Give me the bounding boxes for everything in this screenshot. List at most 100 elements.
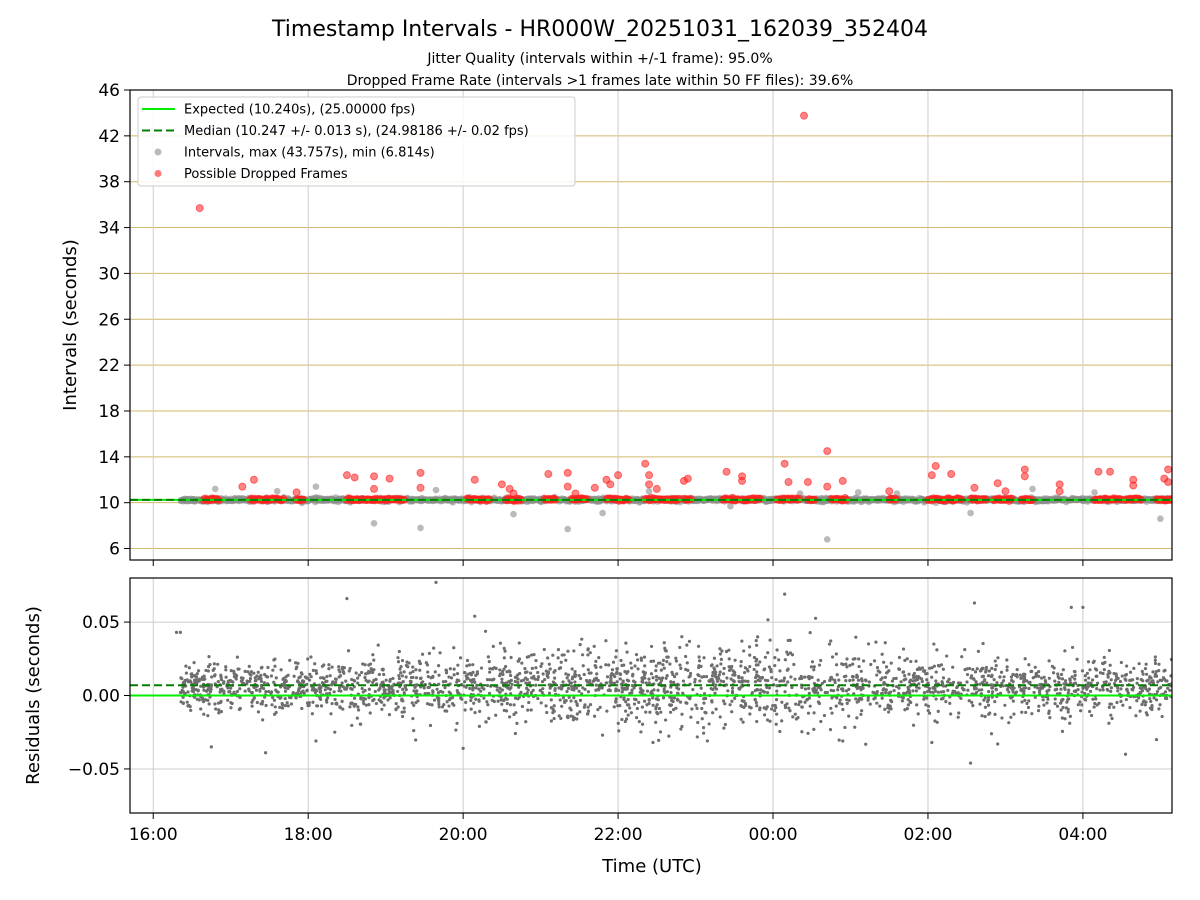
residual-point [718,647,722,651]
residual-point [243,689,247,693]
residual-point [767,665,772,669]
residual-point [272,698,277,702]
residual-point [848,663,852,667]
residual-point [482,696,486,700]
residual-point [499,698,503,702]
residual-point [684,667,688,672]
residual-point [1102,655,1106,659]
residual-point [659,678,664,683]
residual-point [582,705,586,709]
residual-point [529,653,534,657]
residual-point [411,716,415,721]
residual-point [361,699,365,703]
residual-point [1005,665,1009,669]
residual-point [619,658,623,663]
residual-point [349,686,353,691]
residual-point [841,707,845,712]
residual-point [372,668,376,672]
residual-point [433,670,437,674]
residual-point [202,688,206,692]
residual-point [299,671,303,675]
residual-point [427,651,431,655]
residual-point [471,670,475,674]
residual-point [261,718,265,722]
residual-point [219,678,224,682]
residual-point [1068,678,1072,682]
residual-point [527,681,532,685]
residual-point [1055,704,1060,708]
residual-point [975,690,979,694]
residual-point [586,690,591,694]
residual-point [637,700,641,705]
residual-point [717,676,721,681]
residual-point [634,652,639,657]
residual-point [444,668,448,672]
residual-point [296,679,300,683]
residual-point [1028,680,1032,684]
residual-point [670,670,674,674]
residual-point [377,672,381,677]
residual-point [1079,709,1083,713]
residual-point [604,639,608,643]
residual-point [630,691,634,695]
residual-point [991,686,995,690]
residual-point [1034,671,1038,676]
residual-point [1068,714,1072,719]
residual-point [780,679,784,683]
residual-point [195,697,199,701]
residual-point [982,698,986,702]
residual-point [930,666,934,670]
residual-point [791,715,795,719]
residual-point [534,666,538,670]
residual-point [770,707,774,711]
residual-point [1150,703,1154,708]
residual-point [993,700,997,704]
residual-point [755,673,759,677]
dropped-frame-point [931,462,940,470]
residual-point [696,644,701,648]
residual-point [1073,677,1077,681]
residual-point [845,701,849,705]
residual-point [605,675,610,679]
residual-point [580,653,585,657]
interval-point [211,485,219,493]
residual-point [519,679,523,683]
residual-point [345,685,349,689]
residual-point [767,686,772,690]
residual-point [431,674,435,679]
residual-point [1053,679,1057,683]
residual-point [792,662,796,667]
residual-point [411,669,415,674]
residual-point [260,702,264,706]
dropped-frame-point [1020,472,1029,481]
residual-point [1081,685,1085,689]
residual-point [794,702,798,706]
residual-point [381,668,385,672]
residual-point [768,638,772,642]
residual-point [718,715,722,719]
residual-point [955,686,959,690]
residual-point [1066,698,1070,702]
residual-point [758,660,762,664]
residual-point [337,668,341,672]
residual-point [811,687,815,691]
residual-point [782,676,787,680]
residual-point [382,672,386,677]
residual-point [956,691,960,695]
residual-point [609,674,613,678]
residual-point [1022,689,1026,693]
residual-point [631,672,635,676]
residual-point [346,649,351,653]
residual-point [1109,678,1113,682]
residual-point [639,656,643,660]
residual-point [880,652,884,656]
residual-point [367,687,371,691]
residual-point [276,690,280,694]
residual-point [539,664,543,669]
residual-point [1168,688,1172,693]
residual-point [775,648,779,652]
residual-point [189,708,193,712]
residual-point [787,706,791,710]
residual-point [435,695,439,700]
residual-point [906,697,910,702]
